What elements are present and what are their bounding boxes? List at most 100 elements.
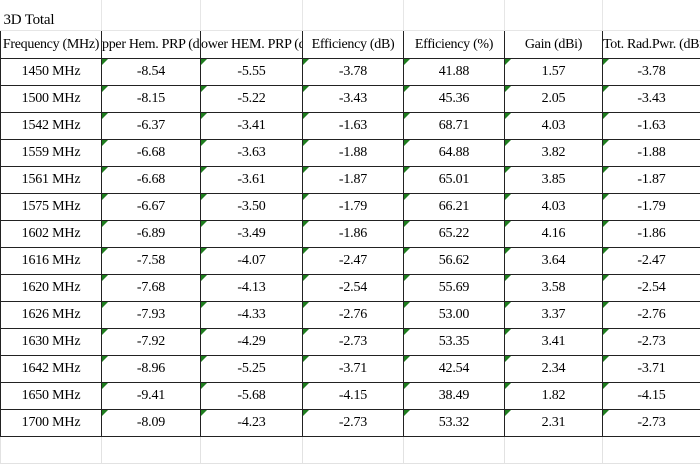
cell-tot-rad-pwr[interactable]: -2.73 xyxy=(603,329,700,356)
cell-efficiency-pct[interactable]: 53.00 xyxy=(404,302,505,329)
cell-lower-hem-prp[interactable]: -3.41 xyxy=(201,113,303,140)
cell-tot-rad-pwr[interactable]: -2.54 xyxy=(603,275,700,302)
empty-cell[interactable] xyxy=(201,437,303,464)
cell-tot-rad-pwr[interactable]: -3.78 xyxy=(603,59,700,86)
cell-efficiency-pct[interactable]: 42.54 xyxy=(404,356,505,383)
cell-efficiency-db[interactable]: -1.87 xyxy=(303,167,404,194)
empty-cell[interactable] xyxy=(505,437,603,464)
cell-upper-hem-prp[interactable]: -6.68 xyxy=(102,140,201,167)
cell-lower-hem-prp[interactable]: -3.49 xyxy=(201,221,303,248)
cell-gain[interactable]: 1.57 xyxy=(505,59,603,86)
cell-frequency[interactable]: 1616 MHz xyxy=(1,248,102,275)
cell-lower-hem-prp[interactable]: -3.63 xyxy=(201,140,303,167)
cell-frequency[interactable]: 1602 MHz xyxy=(1,221,102,248)
cell-gain[interactable]: 4.16 xyxy=(505,221,603,248)
empty-cell[interactable] xyxy=(303,0,404,31)
cell-frequency[interactable]: 1450 MHz xyxy=(1,59,102,86)
cell-tot-rad-pwr[interactable]: -3.71 xyxy=(603,356,700,383)
cell-efficiency-pct[interactable]: 45.36 xyxy=(404,86,505,113)
empty-cell[interactable] xyxy=(603,0,700,31)
cell-efficiency-db[interactable]: -2.54 xyxy=(303,275,404,302)
cell-gain[interactable]: 3.58 xyxy=(505,275,603,302)
cell-lower-hem-prp[interactable]: -3.50 xyxy=(201,194,303,221)
cell-efficiency-db[interactable]: -1.79 xyxy=(303,194,404,221)
empty-cell[interactable] xyxy=(303,437,404,464)
header-efficiency-pct[interactable]: Efficiency (%) xyxy=(404,31,505,59)
cell-frequency[interactable]: 1650 MHz xyxy=(1,383,102,410)
cell-efficiency-db[interactable]: -4.15 xyxy=(303,383,404,410)
cell-lower-hem-prp[interactable]: -5.55 xyxy=(201,59,303,86)
cell-efficiency-db[interactable]: -3.43 xyxy=(303,86,404,113)
cell-efficiency-pct[interactable]: 41.88 xyxy=(404,59,505,86)
cell-gain[interactable]: 2.05 xyxy=(505,86,603,113)
sheet-title[interactable]: 3D Total xyxy=(1,0,102,31)
cell-gain[interactable]: 3.64 xyxy=(505,248,603,275)
cell-lower-hem-prp[interactable]: -4.33 xyxy=(201,302,303,329)
cell-tot-rad-pwr[interactable]: -1.63 xyxy=(603,113,700,140)
cell-efficiency-db[interactable]: -2.73 xyxy=(303,329,404,356)
cell-gain[interactable]: 3.85 xyxy=(505,167,603,194)
cell-upper-hem-prp[interactable]: -8.96 xyxy=(102,356,201,383)
empty-cell[interactable] xyxy=(404,0,505,31)
header-gain[interactable]: Gain (dBi) xyxy=(505,31,603,59)
cell-upper-hem-prp[interactable]: -6.37 xyxy=(102,113,201,140)
cell-gain[interactable]: 3.41 xyxy=(505,329,603,356)
empty-cell[interactable] xyxy=(505,0,603,31)
cell-efficiency-pct[interactable]: 53.35 xyxy=(404,329,505,356)
cell-tot-rad-pwr[interactable]: -4.15 xyxy=(603,383,700,410)
cell-upper-hem-prp[interactable]: -9.41 xyxy=(102,383,201,410)
cell-efficiency-db[interactable]: -3.71 xyxy=(303,356,404,383)
cell-efficiency-pct[interactable]: 53.32 xyxy=(404,410,505,437)
cell-upper-hem-prp[interactable]: -7.93 xyxy=(102,302,201,329)
cell-lower-hem-prp[interactable]: -4.23 xyxy=(201,410,303,437)
cell-frequency[interactable]: 1626 MHz xyxy=(1,302,102,329)
cell-tot-rad-pwr[interactable]: -2.47 xyxy=(603,248,700,275)
cell-upper-hem-prp[interactable]: -8.54 xyxy=(102,59,201,86)
header-tot-rad-pwr[interactable]: Tot. Rad.Pwr. (dBm) xyxy=(603,31,700,59)
cell-tot-rad-pwr[interactable]: -2.73 xyxy=(603,410,700,437)
cell-tot-rad-pwr[interactable]: -3.43 xyxy=(603,86,700,113)
cell-frequency[interactable]: 1561 MHz xyxy=(1,167,102,194)
cell-tot-rad-pwr[interactable]: -1.88 xyxy=(603,140,700,167)
cell-upper-hem-prp[interactable]: -7.58 xyxy=(102,248,201,275)
cell-frequency[interactable]: 1630 MHz xyxy=(1,329,102,356)
cell-efficiency-pct[interactable]: 64.88 xyxy=(404,140,505,167)
header-frequency[interactable]: Frequency (MHz) xyxy=(1,31,102,59)
cell-tot-rad-pwr[interactable]: -1.86 xyxy=(603,221,700,248)
cell-gain[interactable]: 1.82 xyxy=(505,383,603,410)
cell-gain[interactable]: 4.03 xyxy=(505,113,603,140)
cell-gain[interactable]: 2.34 xyxy=(505,356,603,383)
cell-efficiency-pct[interactable]: 68.71 xyxy=(404,113,505,140)
cell-efficiency-db[interactable]: -2.73 xyxy=(303,410,404,437)
cell-frequency[interactable]: 1620 MHz xyxy=(1,275,102,302)
cell-lower-hem-prp[interactable]: -5.25 xyxy=(201,356,303,383)
cell-efficiency-db[interactable]: -1.88 xyxy=(303,140,404,167)
header-upper-hem-prp[interactable]: pper Hem. PRP (dB xyxy=(102,31,201,59)
cell-lower-hem-prp[interactable]: -4.13 xyxy=(201,275,303,302)
cell-gain[interactable]: 4.03 xyxy=(505,194,603,221)
cell-gain[interactable]: 2.31 xyxy=(505,410,603,437)
cell-efficiency-db[interactable]: -1.63 xyxy=(303,113,404,140)
cell-upper-hem-prp[interactable]: -6.68 xyxy=(102,167,201,194)
cell-efficiency-pct[interactable]: 56.62 xyxy=(404,248,505,275)
empty-cell[interactable] xyxy=(201,0,303,31)
cell-efficiency-pct[interactable]: 55.69 xyxy=(404,275,505,302)
cell-frequency[interactable]: 1559 MHz xyxy=(1,140,102,167)
cell-lower-hem-prp[interactable]: -3.61 xyxy=(201,167,303,194)
cell-efficiency-db[interactable]: -2.47 xyxy=(303,248,404,275)
header-efficiency-db[interactable]: Efficiency (dB) xyxy=(303,31,404,59)
cell-frequency[interactable]: 1542 MHz xyxy=(1,113,102,140)
cell-upper-hem-prp[interactable]: -8.15 xyxy=(102,86,201,113)
cell-gain[interactable]: 3.37 xyxy=(505,302,603,329)
cell-efficiency-db[interactable]: -2.76 xyxy=(303,302,404,329)
empty-cell[interactable] xyxy=(404,437,505,464)
cell-upper-hem-prp[interactable]: -6.89 xyxy=(102,221,201,248)
cell-tot-rad-pwr[interactable]: -1.79 xyxy=(603,194,700,221)
cell-lower-hem-prp[interactable]: -4.07 xyxy=(201,248,303,275)
cell-gain[interactable]: 3.82 xyxy=(505,140,603,167)
empty-cell[interactable] xyxy=(102,437,201,464)
empty-cell[interactable] xyxy=(102,0,201,31)
cell-efficiency-pct[interactable]: 66.21 xyxy=(404,194,505,221)
cell-upper-hem-prp[interactable]: -7.68 xyxy=(102,275,201,302)
header-lower-hem-prp[interactable]: ower HEM. PRP (dBi xyxy=(201,31,303,59)
